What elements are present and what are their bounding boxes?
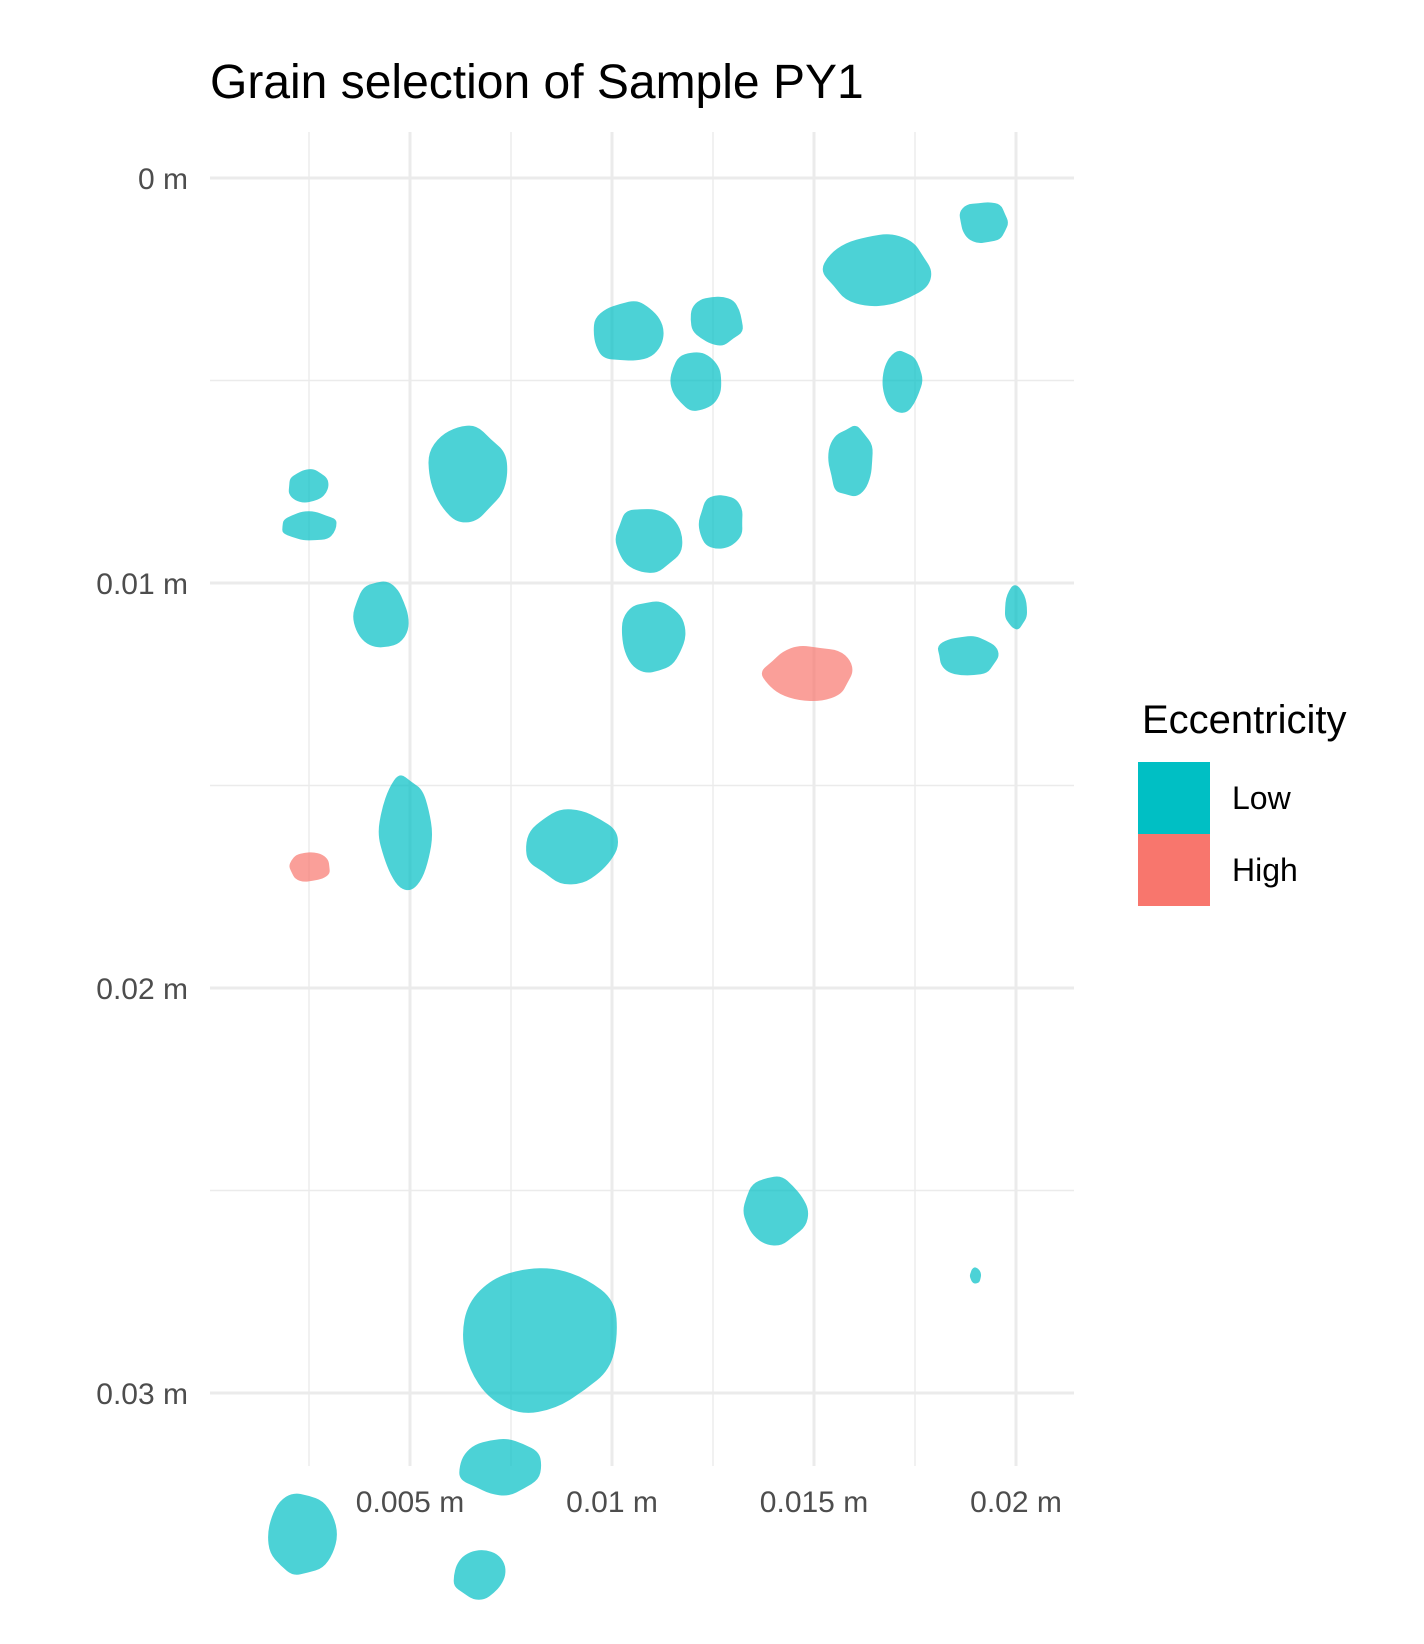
legend-swatch-low (1138, 762, 1210, 834)
grain-low-8 (288, 469, 329, 503)
legend-label-low: Low (1232, 780, 1292, 816)
grain-low-6 (828, 425, 873, 497)
legend-title: Eccentricity (1142, 698, 1347, 742)
grain-low-11 (698, 495, 743, 549)
grain-low-13 (621, 601, 686, 673)
grain-markers (268, 202, 1027, 1600)
grain-low-10 (615, 509, 683, 573)
y-tick-label-1: 0.01 m (96, 568, 188, 601)
grain-low-0 (822, 234, 932, 307)
x-tick-label-0: 0.005 m (356, 1486, 464, 1519)
x-tick-label-3: 0.02 m (970, 1486, 1062, 1519)
grain-low-14 (937, 636, 999, 676)
grain-low-21 (459, 1438, 542, 1496)
grain-low-5 (882, 350, 923, 413)
grain-low-23 (453, 1550, 506, 1600)
grain-low-16 (378, 775, 433, 891)
y-tick-label-3: 0.03 m (96, 1378, 188, 1411)
legend-swatch-high (1138, 834, 1210, 906)
x-tick-label-1: 0.01 m (566, 1486, 658, 1519)
grain-low-3 (690, 296, 743, 346)
x-axis-tick-labels: 0.005 m 0.01 m 0.015 m 0.02 m (356, 1486, 1062, 1519)
legend-entries: Low High (1138, 762, 1298, 906)
legend: Eccentricity Low High (1138, 698, 1347, 906)
grain-low-4 (670, 352, 722, 411)
grain-low-12 (353, 581, 409, 648)
y-tick-label-2: 0.02 m (96, 973, 188, 1006)
grain-high-0 (761, 645, 853, 702)
grain-low-15 (1004, 585, 1027, 630)
x-tick-label-2: 0.015 m (760, 1486, 868, 1519)
grain-high-1 (289, 852, 330, 882)
grain-low-20 (463, 1268, 617, 1413)
grain-low-18 (743, 1176, 809, 1246)
grain-low-1 (959, 202, 1008, 244)
grid-lines (210, 132, 1074, 1466)
y-tick-label-0: 0 m (138, 163, 188, 196)
legend-label-high: High (1232, 852, 1298, 888)
y-axis-tick-labels: 0 m 0.01 m 0.02 m 0.03 m (96, 163, 188, 1411)
grain-low-7 (428, 425, 508, 523)
chart-title: Grain selection of Sample PY1 (210, 56, 864, 109)
grain-low-2 (593, 301, 664, 361)
grain-low-22 (268, 1493, 337, 1575)
grain-low-19 (969, 1267, 982, 1284)
grain-low-9 (282, 511, 337, 541)
grain-low-17 (526, 809, 619, 885)
